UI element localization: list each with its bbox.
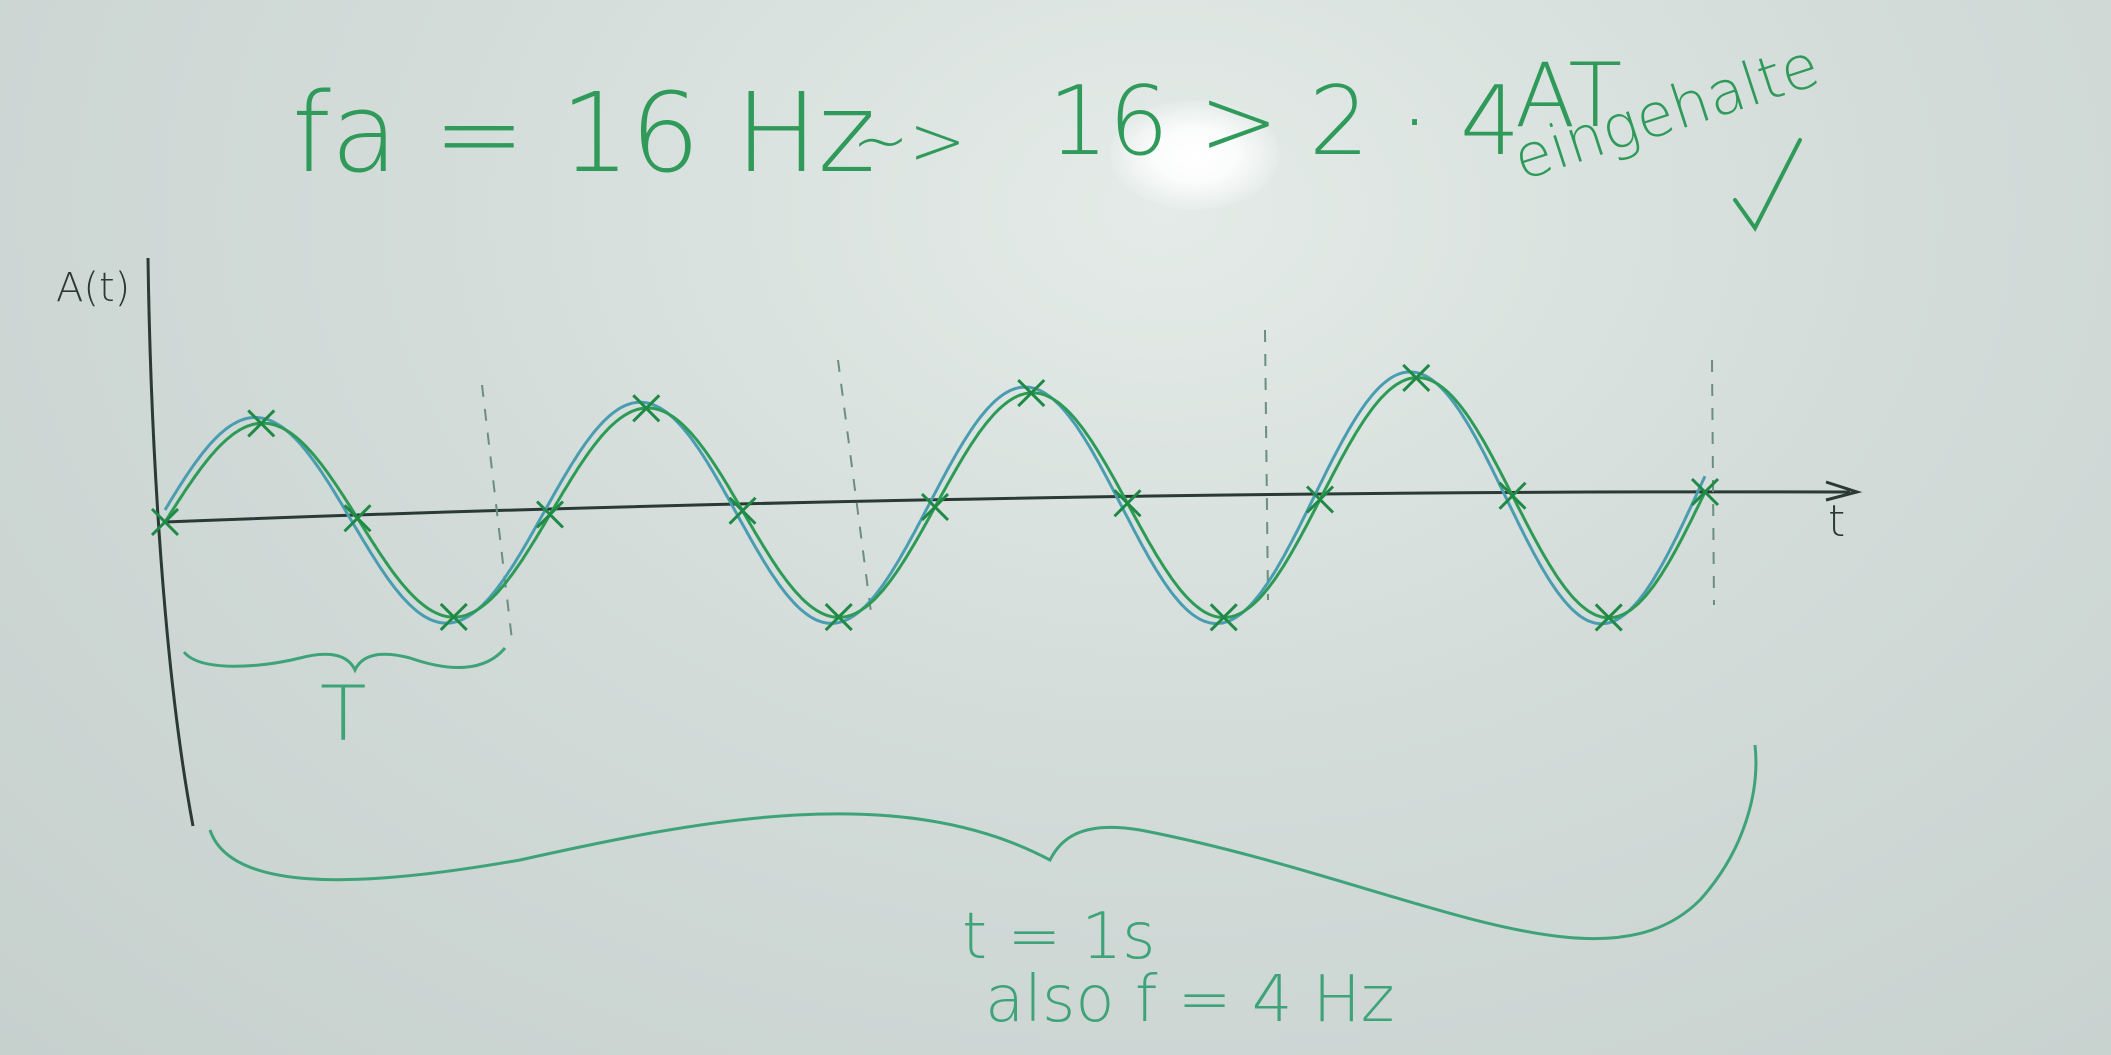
- duration-brace: [208, 744, 1758, 941]
- sample-cross-mark: [824, 603, 853, 632]
- sampled-sine-curve: [163, 376, 1707, 620]
- at-label: AT: [1515, 44, 1623, 147]
- formula-sampling-frequency: fa = 16 Hz: [292, 69, 876, 197]
- sample-cross-mark: [728, 496, 757, 525]
- sample-cross-mark: [1305, 485, 1335, 514]
- sample-cross-mark: [1209, 603, 1238, 632]
- sample-cross-mark: [1113, 489, 1142, 518]
- sample-cross-mark: [535, 500, 565, 529]
- sample-cross-mark: [632, 394, 661, 423]
- checkmark-icon: [1733, 138, 1802, 232]
- sample-cross-mark: [1017, 379, 1046, 408]
- sample-cross-mark: [1402, 363, 1431, 392]
- sample-cross-mark: [343, 504, 372, 533]
- sample-cross-mark: [920, 492, 950, 522]
- duration-label: t = 1s: [962, 900, 1156, 974]
- nyquist-inequality: 16 > 2 · 4: [1048, 67, 1521, 177]
- reference-sine-curve: [163, 370, 1707, 626]
- y-axis-label: A(t): [56, 265, 131, 311]
- sample-cross-mark: [247, 409, 276, 438]
- y-axis: [146, 257, 195, 827]
- period-separator-1: [481, 384, 513, 641]
- x-axis-arrowhead: [1825, 480, 1863, 502]
- conclusion-label: also f = 4 Hz: [985, 963, 1395, 1037]
- period-separator-2: [837, 359, 873, 621]
- sample-cross-mark: [1690, 477, 1720, 507]
- sample-cross-mark: [1594, 603, 1623, 632]
- period-label: T: [320, 669, 367, 758]
- sample-cross-mark: [150, 507, 180, 537]
- sample-points: [150, 363, 1720, 632]
- period-separators: [481, 329, 1715, 641]
- period-separator-3: [1264, 329, 1269, 601]
- sample-cross-mark: [1498, 481, 1527, 510]
- sample-cross-mark: [439, 602, 468, 631]
- x-axis-label: t: [1828, 496, 1846, 547]
- arrow-symbol: ~>: [852, 102, 966, 181]
- x-axis: [164, 490, 1851, 524]
- period-brace: [182, 647, 507, 674]
